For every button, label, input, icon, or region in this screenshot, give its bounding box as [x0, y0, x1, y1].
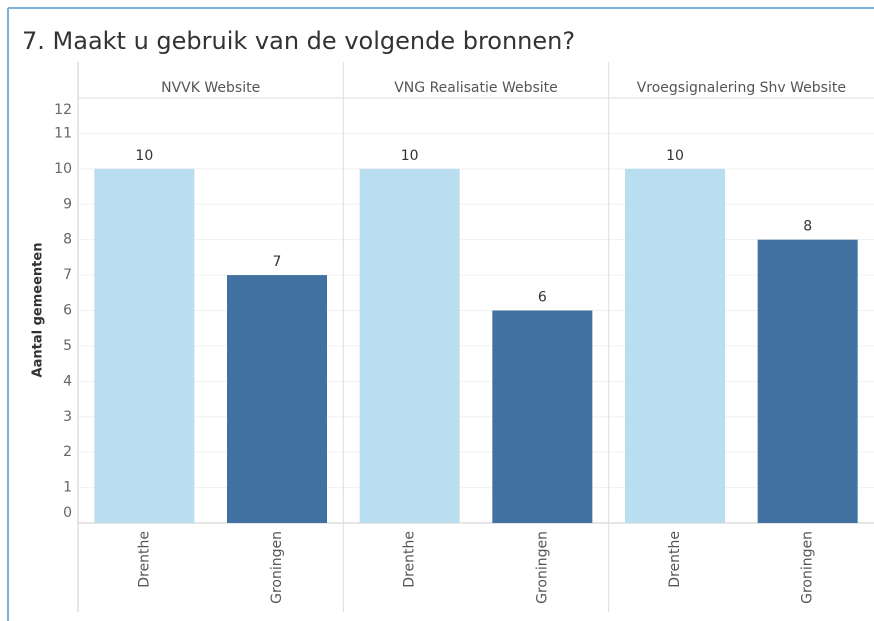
- y-tick-label: 6: [63, 303, 72, 319]
- y-tick-label: 4: [63, 373, 72, 389]
- x-tick-label: Groningen: [800, 531, 816, 604]
- value-label: 8: [803, 219, 812, 235]
- y-tick-label: 9: [63, 196, 72, 212]
- value-label: 7: [273, 254, 282, 270]
- x-tick-label: Groningen: [534, 531, 550, 604]
- bar: [625, 168, 725, 524]
- panel-header: Vroegsignalering Shv Website: [637, 80, 846, 96]
- y-tick-label: 7: [63, 267, 72, 283]
- bar: [359, 168, 460, 524]
- bar: [227, 275, 327, 523]
- panel-header: VNG Realisatie Website: [394, 80, 558, 96]
- bar: [757, 239, 858, 523]
- y-tick-label: 0: [63, 505, 72, 521]
- value-label: 10: [135, 148, 153, 164]
- x-tick-label: Drenthe: [667, 531, 683, 588]
- y-tick-label: 2: [63, 444, 72, 460]
- chart-title: 7. Maakt u gebruik van de volgende bronn…: [22, 27, 575, 55]
- y-tick-label: 10: [54, 161, 72, 177]
- bar: [492, 310, 593, 523]
- y-tick-label: 8: [63, 232, 72, 248]
- panel-header: NVVK Website: [161, 80, 260, 96]
- y-tick-label: 12: [54, 102, 72, 118]
- x-tick-label: Groningen: [269, 531, 285, 604]
- value-label: 10: [666, 148, 684, 164]
- y-tick-label: 5: [63, 338, 72, 354]
- x-tick-label: Drenthe: [402, 531, 418, 588]
- bar: [94, 168, 195, 524]
- value-label: 6: [538, 290, 547, 306]
- y-axis-label: Aantal gemeenten: [31, 243, 46, 378]
- y-tick-label: 1: [63, 480, 72, 496]
- value-label: 10: [401, 148, 419, 164]
- y-tick-label: 11: [54, 125, 72, 141]
- y-tick-label: 3: [63, 409, 72, 425]
- x-tick-label: Drenthe: [136, 531, 152, 588]
